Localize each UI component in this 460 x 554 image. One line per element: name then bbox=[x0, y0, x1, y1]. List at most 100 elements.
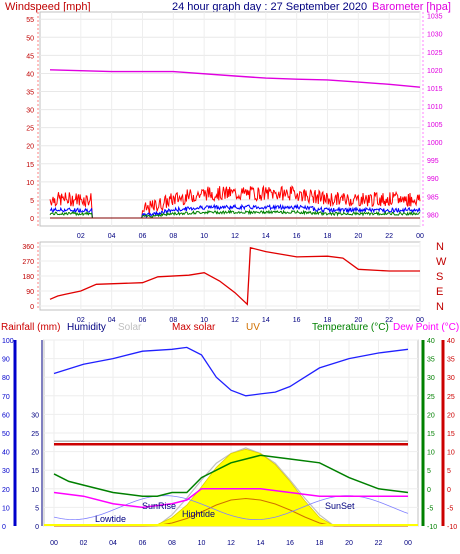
windspeed-tick-label: 40 bbox=[26, 71, 34, 78]
bottom-time-tick-label: 12 bbox=[227, 540, 235, 547]
temperature-tick-label: 25 bbox=[427, 394, 435, 401]
barometer-tick-label: 995 bbox=[427, 158, 439, 165]
humidity-tick-label: 30 bbox=[2, 468, 10, 475]
top-time-tick-label: 12 bbox=[231, 233, 239, 240]
humidity-tick-label: 100 bbox=[2, 338, 14, 345]
direction-time-tick-label: 00 bbox=[416, 317, 424, 324]
direction-time-tick-label: 14 bbox=[262, 317, 270, 324]
bottom-time-tick-label: 16 bbox=[286, 540, 294, 547]
humidity-ticks: 0 10 20 30 40 50 60 70 80 90 100 bbox=[2, 338, 14, 531]
direction-grid bbox=[40, 242, 421, 310]
temperature-tick-label: -10 bbox=[427, 524, 437, 531]
humidity-tick-label: 40 bbox=[2, 450, 10, 457]
barometer-ticks: 980 985 990 995 1000 1005 1010 1015 1020 1025 1030… bbox=[427, 14, 443, 220]
direction-time-tick-label: 06 bbox=[139, 317, 147, 324]
dewpoint-tick-label: 35 bbox=[447, 357, 455, 364]
direction-time-tick-label: 12 bbox=[231, 317, 239, 324]
dewpoint-tick-label: 30 bbox=[447, 375, 455, 382]
dewpoint-tick-label: 25 bbox=[447, 394, 455, 401]
direction-compass-label: S bbox=[436, 271, 443, 283]
temperature-tick-label: 15 bbox=[427, 431, 435, 438]
windspeed-tick-label: 0 bbox=[30, 216, 34, 223]
direction-time-tick-label: 16 bbox=[293, 317, 301, 324]
bottom-time-tick-label: 08 bbox=[168, 540, 176, 547]
direction-time-ticks: 02 04 06 08 10 12 14 16 18 20 22 00 bbox=[77, 317, 424, 324]
lowtide-label: Lowtide bbox=[95, 514, 126, 524]
bottom-time-tick-label: 02 bbox=[80, 540, 88, 547]
top-time-tick-label: 18 bbox=[324, 233, 332, 240]
direction-compass-label: N bbox=[436, 241, 444, 253]
barometer-axis-label: Barometer [hpa] bbox=[372, 1, 451, 13]
windspeed-tick-label: 45 bbox=[26, 53, 34, 60]
temperature-ticks: -10 -10 -5 -5 0 0 5 5 10 10 15 15 20 20 25 25 30 30 35 35 40… bbox=[427, 338, 457, 531]
rainfall-ticks: 0 5 10 15 20 25 30 bbox=[31, 412, 39, 531]
direction-compass-label: E bbox=[436, 286, 443, 298]
temperature-tick-label: 20 bbox=[427, 412, 435, 419]
humidity-line bbox=[53, 346, 409, 397]
top-time-tick-label: 16 bbox=[293, 233, 301, 240]
top-time-tick-label: 14 bbox=[262, 233, 270, 240]
barometer-tick-label: 1010 bbox=[427, 104, 443, 111]
barometer-tick-label: 985 bbox=[427, 194, 439, 201]
humidity-header: Humidity bbox=[67, 322, 106, 333]
top-time-tick-label: 04 bbox=[108, 233, 116, 240]
bottom-time-tick-label: 00 bbox=[50, 540, 58, 547]
barometer-tick-label: 990 bbox=[427, 176, 439, 183]
temperature-tick-label: 5 bbox=[427, 468, 431, 475]
dewpoint-tick-label: 40 bbox=[447, 338, 455, 345]
humidity-tick-label: 60 bbox=[2, 412, 10, 419]
windspeed-axis-label: Windspeed [mph] bbox=[5, 1, 91, 13]
rainfall-tick-label: 0 bbox=[35, 524, 39, 531]
direction-time-tick-label: 08 bbox=[169, 317, 177, 324]
windspeed-tick-label: 35 bbox=[26, 90, 34, 97]
solar-header: Solar bbox=[118, 322, 142, 333]
bottom-time-tick-label: 18 bbox=[316, 540, 324, 547]
windspeed-tick-label: 5 bbox=[30, 198, 34, 205]
humidity-tick-label: 90 bbox=[2, 357, 10, 364]
temperature-tick-label: 30 bbox=[427, 375, 435, 382]
bottom-time-tick-label: 22 bbox=[375, 540, 383, 547]
barometer-tick-label: 1000 bbox=[427, 140, 443, 147]
dewpoint-header: Dew Point (°C) bbox=[393, 322, 459, 333]
humidity-tick-label: 80 bbox=[2, 375, 10, 382]
top-time-tick-label: 20 bbox=[354, 233, 362, 240]
temperature-tick-label: -5 bbox=[427, 505, 433, 512]
dewpoint-tick-label: 0 bbox=[447, 487, 451, 494]
dewpoint-tick-label: 5 bbox=[447, 468, 451, 475]
dewpoint-tick-label: -10 bbox=[447, 524, 457, 531]
direction-time-tick-label: 22 bbox=[385, 317, 393, 324]
top-time-tick-label: 00 bbox=[416, 233, 424, 240]
rainfall-tick-label: 30 bbox=[31, 412, 39, 419]
bottom-time-tick-label: 20 bbox=[345, 540, 353, 547]
direction-compass-label: W bbox=[436, 256, 447, 268]
temperature-tick-label: 35 bbox=[427, 357, 435, 364]
direction-time-tick-label: 20 bbox=[354, 317, 362, 324]
maxsolar-header: Max solar bbox=[172, 322, 216, 333]
barometer-tick-label: 1035 bbox=[427, 14, 443, 21]
top-time-ticks: 02 04 06 08 10 12 14 16 18 20 22 00 bbox=[77, 233, 424, 240]
direction-degree-ticks: 0 90 180 270 360 bbox=[22, 244, 34, 311]
dewpoint-line bbox=[53, 488, 408, 509]
barometer-tick-label: 1005 bbox=[427, 122, 443, 129]
barometer-tick-label: 1020 bbox=[427, 68, 443, 75]
top-time-tick-label: 10 bbox=[200, 233, 208, 240]
bottom-time-tick-label: 06 bbox=[139, 540, 147, 547]
windspeed-tick-label: 20 bbox=[26, 144, 34, 151]
humidity-tick-label: 0 bbox=[2, 524, 6, 531]
direction-time-tick-label: 10 bbox=[200, 317, 208, 324]
dewpoint-tick-label: 20 bbox=[447, 412, 455, 419]
rainfall-tick-label: 10 bbox=[31, 487, 39, 494]
top-series bbox=[49, 69, 421, 219]
humidity-tick-label: 10 bbox=[2, 505, 10, 512]
windspeed-tick-label: 55 bbox=[26, 17, 34, 24]
temperature-line bbox=[53, 454, 409, 497]
temperature-tick-label: 10 bbox=[427, 450, 435, 457]
temperature-tick-label: 40 bbox=[427, 338, 435, 345]
barometer-tick-label: 1015 bbox=[427, 86, 443, 93]
bottom-time-tick-label: 04 bbox=[109, 540, 117, 547]
windspeed-tick-label: 50 bbox=[26, 35, 34, 42]
bottom-series bbox=[44, 346, 418, 527]
windspeed-tick-label: 15 bbox=[26, 162, 34, 169]
rainfall-tick-label: 25 bbox=[31, 431, 39, 438]
